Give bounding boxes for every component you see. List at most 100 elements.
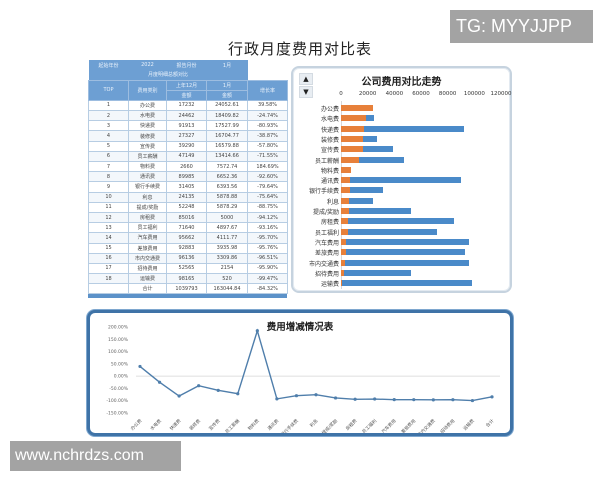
year-value[interactable]: 2022 bbox=[128, 60, 167, 70]
x-tick-label: 80000 bbox=[438, 91, 457, 97]
row-cur-amount: 16704.77 bbox=[206, 130, 248, 142]
bar-cur-month[interactable] bbox=[341, 115, 366, 122]
bar-cur-month[interactable] bbox=[341, 228, 348, 235]
bar-cur-month[interactable] bbox=[341, 249, 347, 256]
bar-cur-month[interactable] bbox=[341, 259, 346, 266]
row-prev-amount: 85016 bbox=[166, 211, 207, 224]
bar-prev-month[interactable] bbox=[341, 218, 455, 225]
data-point[interactable] bbox=[314, 393, 318, 397]
x-tick-label: 60000 bbox=[412, 91, 430, 97]
bar-prev-month[interactable] bbox=[341, 238, 469, 245]
x-tick-label: 水电费 bbox=[148, 417, 163, 432]
total-label: 合计 bbox=[128, 283, 167, 295]
x-tick-label: 房租费 bbox=[344, 417, 359, 432]
bar-prev-month[interactable] bbox=[341, 269, 412, 276]
row-category: 水电费 bbox=[128, 110, 167, 122]
bar-prev-month[interactable] bbox=[341, 280, 472, 287]
bar-cur-month[interactable] bbox=[341, 105, 374, 111]
bar-prev-month[interactable] bbox=[341, 228, 437, 235]
y-tick-label: 200.00% bbox=[108, 325, 129, 331]
data-point[interactable] bbox=[216, 388, 220, 392]
data-point[interactable] bbox=[255, 329, 259, 333]
bar-cur-month[interactable] bbox=[341, 280, 342, 287]
data-point[interactable] bbox=[353, 397, 357, 401]
row-category: 房租费 bbox=[128, 211, 167, 224]
y-tick-label: -50.00% bbox=[109, 386, 129, 392]
bar-prev-month[interactable] bbox=[341, 197, 374, 204]
row-cur-amount: 5878.29 bbox=[206, 201, 248, 213]
y-tick-label: 0.00% bbox=[114, 374, 129, 380]
bar-x-axis: 0 20000 40000 60000 80000 100000 120000 bbox=[293, 91, 512, 99]
row-rank: 16 bbox=[88, 252, 129, 264]
bar-category-label: 利息 bbox=[326, 198, 339, 206]
bar-cur-month[interactable] bbox=[341, 187, 350, 194]
row-category: 办公费 bbox=[128, 99, 167, 112]
bar-category-label: 银行手续费 bbox=[308, 188, 339, 196]
row-cur-amount: 7572.74 bbox=[206, 160, 248, 173]
bar-prev-month[interactable] bbox=[341, 146, 394, 153]
bar-prev-month[interactable] bbox=[341, 177, 461, 184]
bar-row: 员工薪酬 bbox=[293, 155, 510, 165]
header-amount-cur: 金额 bbox=[206, 89, 248, 101]
bar-cur-month[interactable] bbox=[341, 238, 347, 245]
data-point[interactable] bbox=[294, 394, 299, 398]
scroll-up-button[interactable]: ▲ bbox=[299, 73, 313, 85]
row-cur-amount: 520 bbox=[206, 273, 248, 285]
bar-cur-month[interactable] bbox=[341, 218, 348, 225]
row-cur-amount: 5878.88 bbox=[206, 191, 248, 203]
data-point[interactable] bbox=[177, 394, 181, 398]
bar-prev-month[interactable] bbox=[341, 208, 411, 214]
data-point[interactable] bbox=[490, 395, 494, 399]
x-tick-label: 快递费 bbox=[168, 417, 183, 432]
table-row: 16 市内交通费 96136 3309.86 -96.51% bbox=[88, 252, 288, 264]
row-prev-amount: 95662 bbox=[166, 232, 207, 244]
table-row: 5 宣传费 39290 16579.88 -57.80% bbox=[88, 140, 288, 152]
bar-cur-month[interactable] bbox=[341, 177, 350, 184]
bar-cur-month[interactable] bbox=[341, 208, 349, 214]
bar-prev-month[interactable] bbox=[341, 249, 465, 256]
x-tick-label: 装修费 bbox=[188, 417, 203, 432]
row-prev-amount: 96136 bbox=[166, 252, 207, 264]
data-point[interactable] bbox=[197, 384, 201, 388]
cost-comparison-table: 起始年份 2022 报告月份 1月 月度明细总额对比 TOP 费用类别 上年12… bbox=[88, 60, 288, 299]
bar-prev-month[interactable] bbox=[341, 156, 404, 163]
x-tick-label: 120000 bbox=[490, 91, 512, 97]
row-prev-amount: 39290 bbox=[166, 140, 207, 152]
bar-cur-month[interactable] bbox=[341, 197, 349, 204]
bar-prev-month[interactable] bbox=[341, 125, 464, 132]
bar-cur-month[interactable] bbox=[341, 125, 365, 132]
x-tick-label: 利息 bbox=[308, 417, 320, 429]
data-point[interactable] bbox=[470, 398, 475, 403]
bar-row: 差旅费用 bbox=[293, 247, 510, 257]
data-point[interactable] bbox=[373, 397, 377, 401]
y-tick-label: 150.00% bbox=[108, 337, 129, 343]
header-cur-month: 1月 bbox=[206, 79, 248, 91]
bar-row: 宣传费 bbox=[293, 144, 510, 154]
data-point[interactable] bbox=[333, 396, 338, 400]
header-prev-month: 上年12月 bbox=[166, 79, 207, 91]
bar-cur-month[interactable] bbox=[341, 156, 359, 163]
row-prev-amount: 89985 bbox=[166, 171, 207, 183]
row-cur-amount: 6393.56 bbox=[206, 181, 248, 193]
bar-prev-month[interactable] bbox=[341, 259, 470, 266]
x-tick-label: 20000 bbox=[358, 91, 377, 97]
row-rank: 10 bbox=[88, 191, 129, 203]
month-value[interactable]: 1月 bbox=[206, 60, 248, 70]
data-point[interactable] bbox=[451, 398, 455, 402]
growth-line bbox=[139, 328, 493, 402]
bar-cur-month[interactable] bbox=[341, 146, 364, 153]
bar-cur-month[interactable] bbox=[341, 135, 364, 142]
watermark-site: www.nchrdzs.com bbox=[10, 441, 181, 471]
data-point[interactable] bbox=[431, 398, 435, 402]
data-point[interactable] bbox=[412, 398, 416, 402]
data-point[interactable] bbox=[236, 392, 240, 396]
scroll-down-button[interactable]: ▼ bbox=[299, 86, 313, 98]
data-point[interactable] bbox=[392, 398, 396, 402]
data-point[interactable] bbox=[138, 364, 142, 369]
bar-cur-month[interactable] bbox=[341, 166, 352, 173]
bar-cur-month[interactable] bbox=[341, 269, 344, 276]
data-point[interactable] bbox=[157, 380, 162, 384]
bar-prev-month[interactable] bbox=[341, 187, 383, 194]
bar-row: 汽车费用 bbox=[293, 237, 510, 247]
data-point[interactable] bbox=[275, 397, 279, 401]
